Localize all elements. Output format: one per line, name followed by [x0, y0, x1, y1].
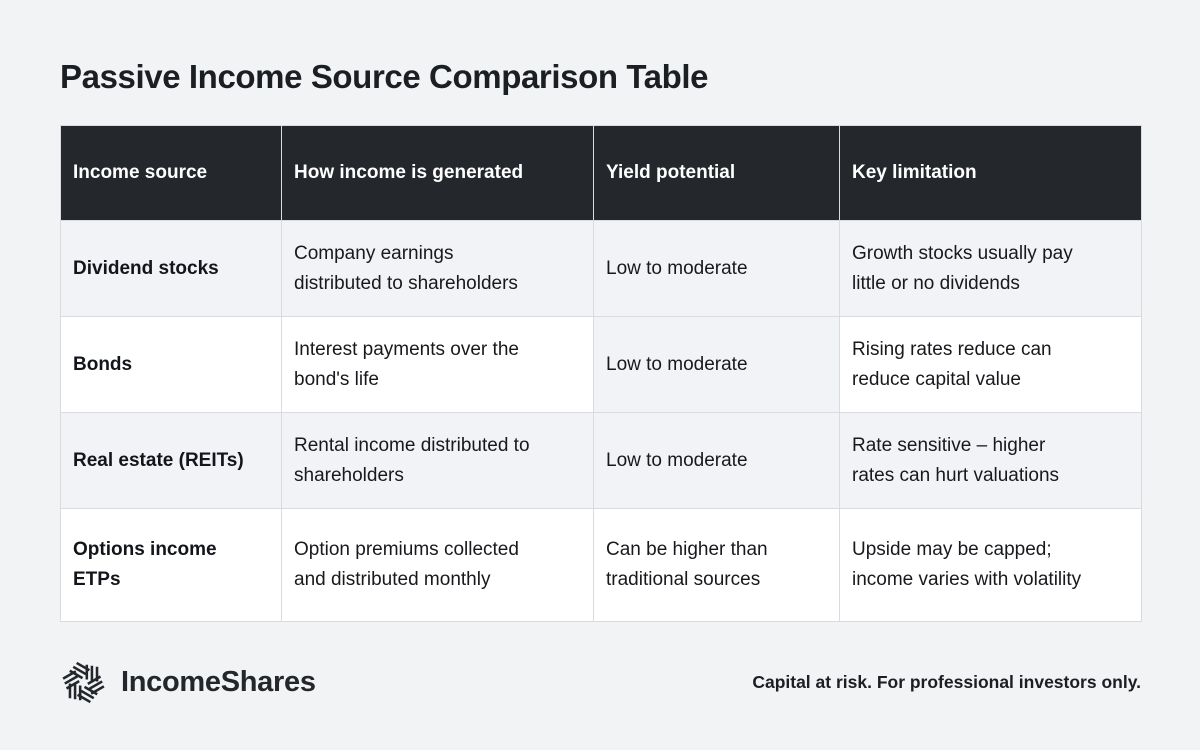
- page-container: Passive Income Source Comparison Table I…: [60, 58, 1142, 706]
- table-cell: Low to moderate: [593, 412, 840, 509]
- column-header: Key limitation: [839, 125, 1142, 221]
- table-header: Income source How income is generated Yiel…: [60, 125, 1142, 221]
- table-header-row: Income source How income is generated Yiel…: [60, 125, 1142, 221]
- footer: IncomeShares Capital at risk. For profes…: [60, 659, 1141, 706]
- table-cell: Company earnings distributed to sharehol…: [281, 220, 594, 317]
- table-cell: Dividend stocks: [60, 220, 282, 317]
- column-header: Income source: [60, 125, 282, 221]
- table-cell: Rate sensitive – higher rates can hurt v…: [839, 412, 1142, 509]
- table-cell: Real estate (REITs): [60, 412, 282, 509]
- table-row: Real estate (REITs) Rental income distrib…: [60, 412, 1142, 509]
- table-cell: Interest payments over the bond's life: [281, 316, 594, 413]
- table-cell: Bonds: [60, 316, 282, 413]
- disclaimer-text: Capital at risk. For professional invest…: [752, 672, 1141, 692]
- table-cell: Growth stocks usually pay little or no d…: [839, 220, 1142, 317]
- brand-name: IncomeShares: [121, 666, 316, 698]
- table-cell: Rising rates reduce can reduce capital v…: [839, 316, 1142, 413]
- table-cell: Can be higher than traditional sources: [593, 508, 840, 622]
- table-cell: Option premiums collected and distribute…: [281, 508, 594, 622]
- column-header: How income is generated: [281, 125, 594, 221]
- page-title: Passive Income Source Comparison Table: [60, 58, 709, 95]
- hexagonal-pinwheel-logo-icon: [60, 659, 107, 706]
- table-row: Options income ETPs Option premiums colle…: [60, 508, 1142, 622]
- table-cell: Low to moderate: [593, 316, 840, 413]
- table-cell: Rental income distributed to shareholder…: [281, 412, 594, 509]
- column-header: Yield potential: [593, 125, 840, 221]
- table-row: Bonds Interest payments over the bond's l…: [60, 316, 1142, 413]
- table-cell: Options income ETPs: [60, 508, 282, 622]
- table-cell: Low to moderate: [593, 220, 840, 317]
- table-cell: Upside may be capped; income varies with…: [839, 508, 1142, 622]
- comparison-table: Income source How income is generated Yiel…: [60, 125, 1142, 622]
- table-body: Dividend stocks Company earnings distribu…: [60, 220, 1142, 622]
- table-row: Dividend stocks Company earnings distribu…: [60, 220, 1142, 317]
